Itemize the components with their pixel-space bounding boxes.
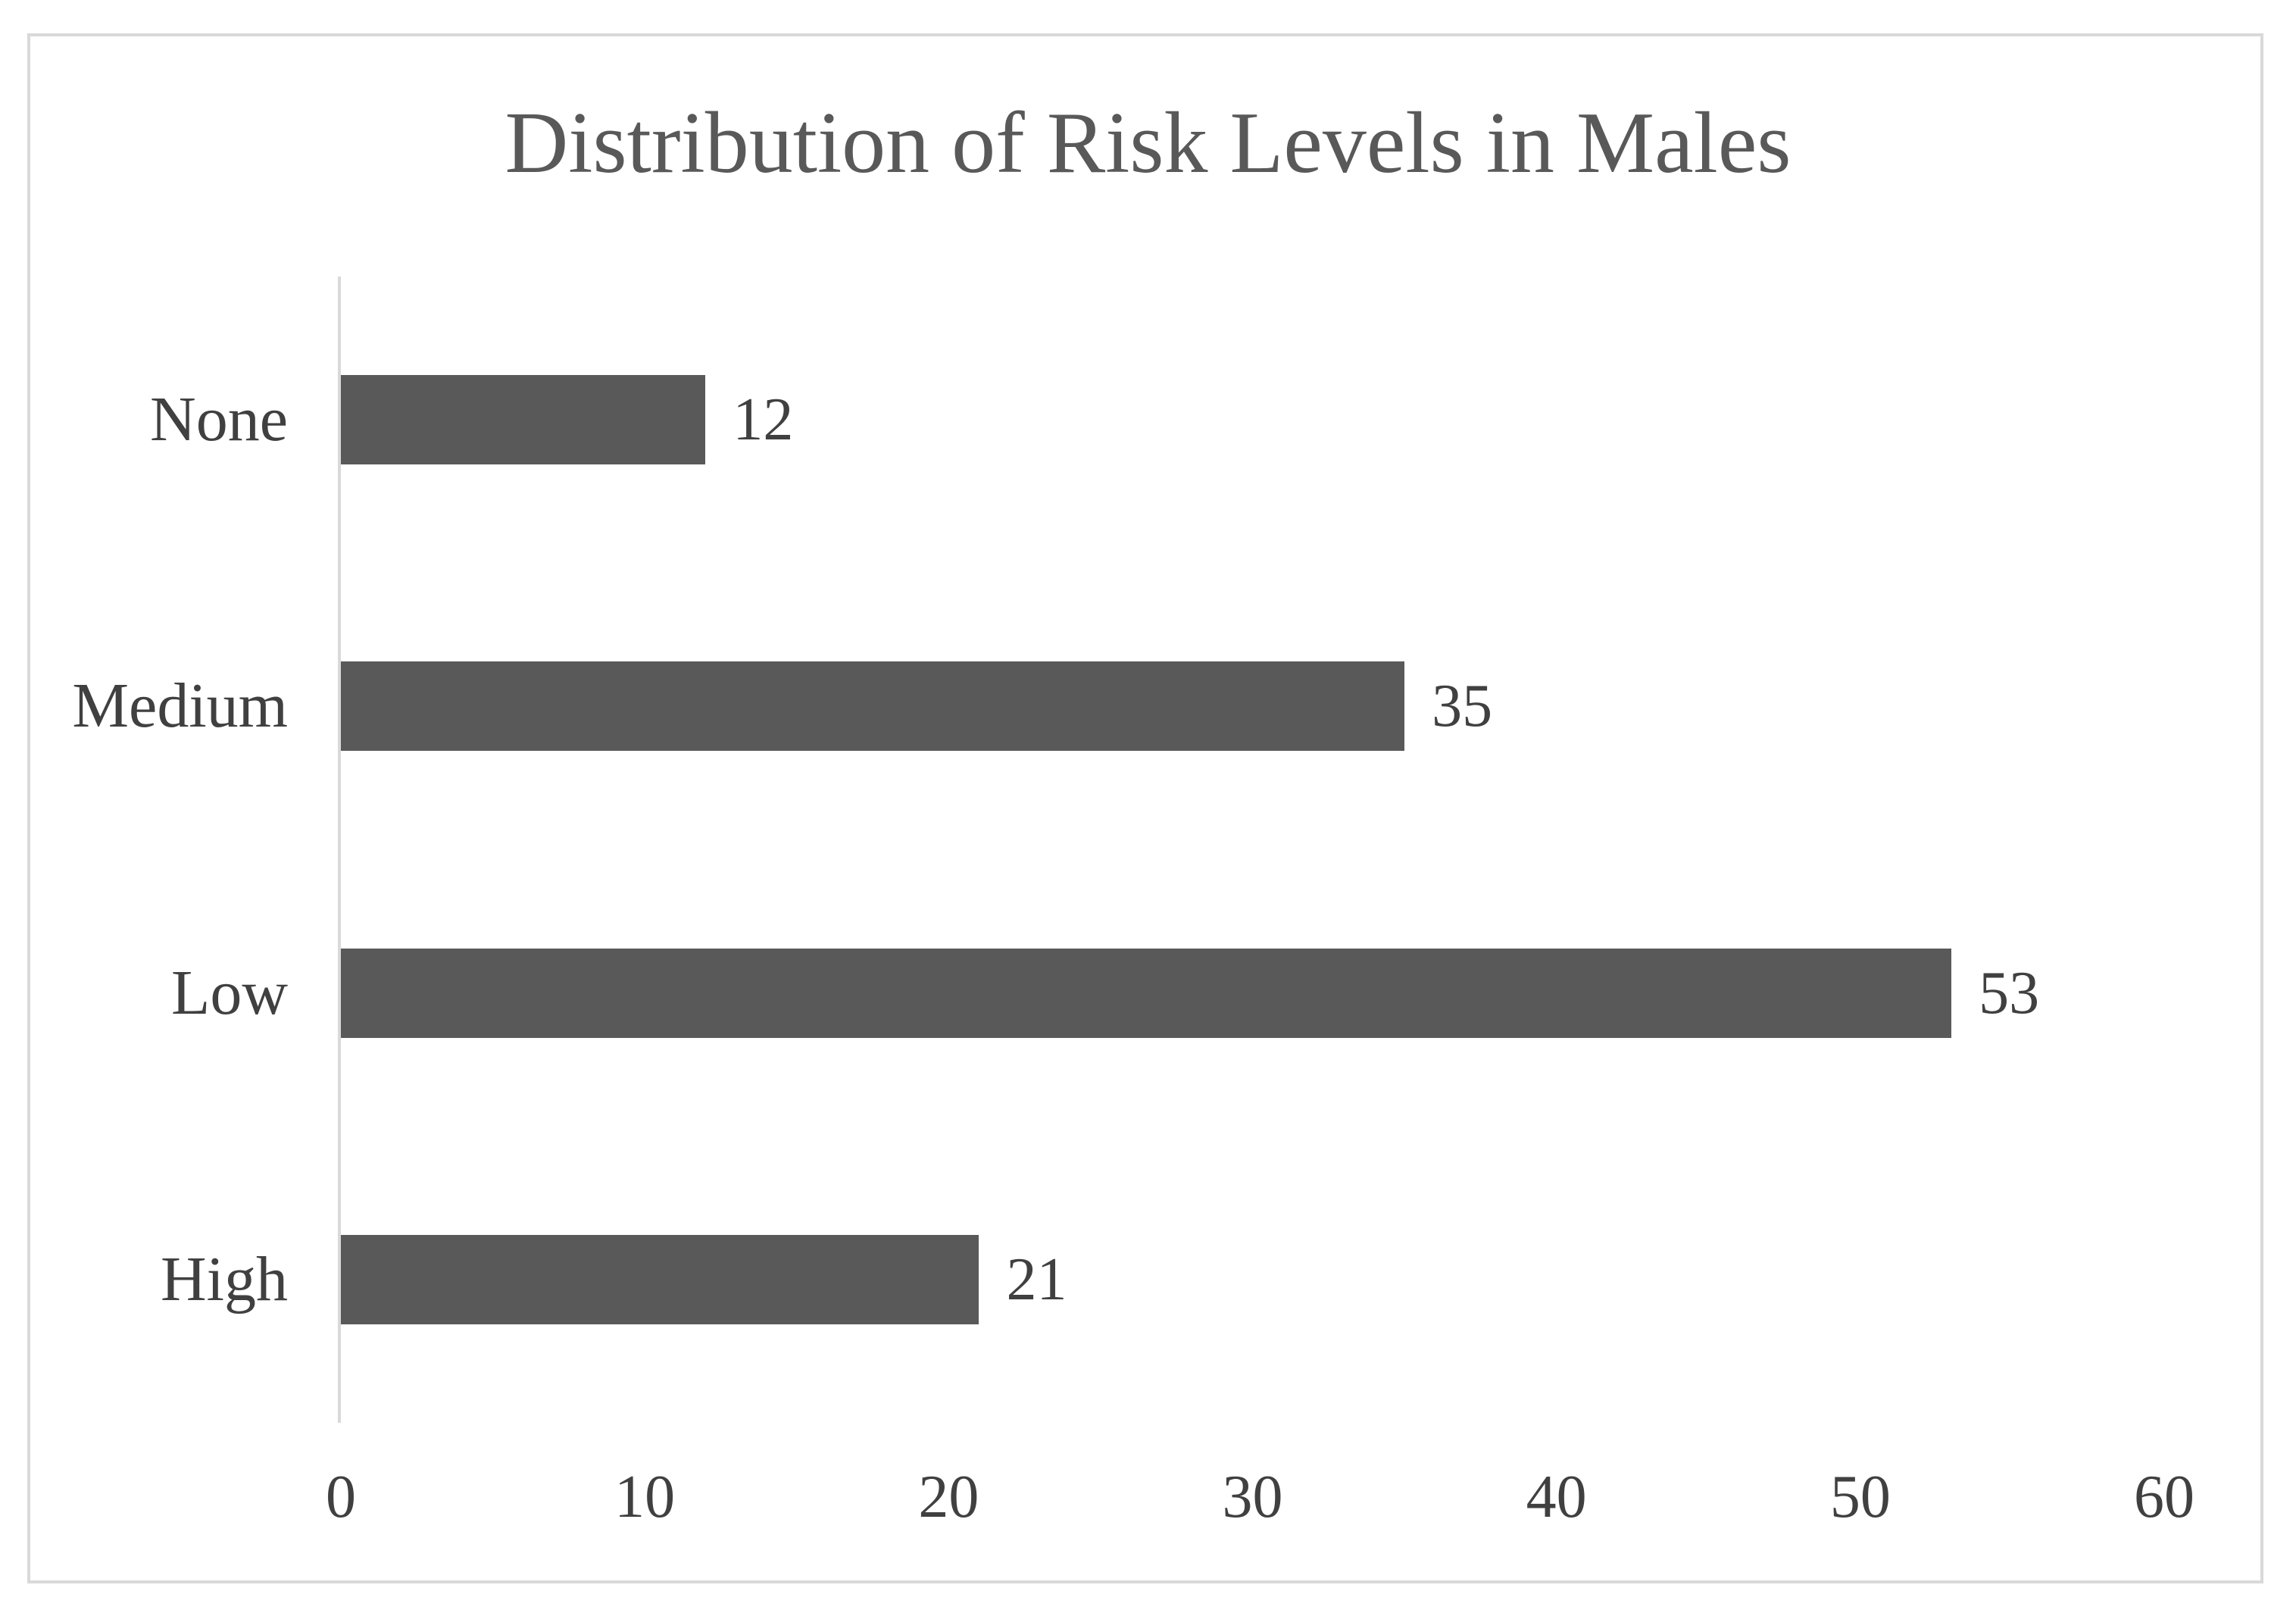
chart-frame	[27, 33, 2263, 1583]
x-tick-label-40: 40	[1526, 1464, 1587, 1530]
bar-low	[341, 948, 1952, 1038]
bar-none	[341, 375, 706, 465]
category-label-medium: Medium	[72, 671, 288, 742]
bar-medium	[341, 661, 1405, 752]
x-tick-label-50: 50	[1829, 1464, 1891, 1530]
x-tick-label-20: 20	[918, 1464, 979, 1530]
value-label-medium: 35	[1432, 673, 1493, 740]
value-label-low: 53	[1979, 959, 2040, 1027]
category-label-high: High	[161, 1243, 288, 1314]
value-label-none: 12	[733, 386, 794, 454]
category-label-none: None	[150, 384, 288, 455]
x-tick-label-0: 0	[326, 1464, 356, 1530]
bar-high	[341, 1234, 979, 1324]
chart-title: Distribution of Risk Levels in Males	[504, 95, 1792, 192]
x-tick-label-30: 30	[1222, 1464, 1283, 1530]
x-tick-label-60: 60	[2134, 1464, 2194, 1530]
y-axis-line	[338, 277, 341, 1423]
x-tick-label-10: 10	[614, 1464, 676, 1530]
value-label-high: 21	[1006, 1246, 1067, 1313]
category-label-low: Low	[171, 957, 288, 1028]
